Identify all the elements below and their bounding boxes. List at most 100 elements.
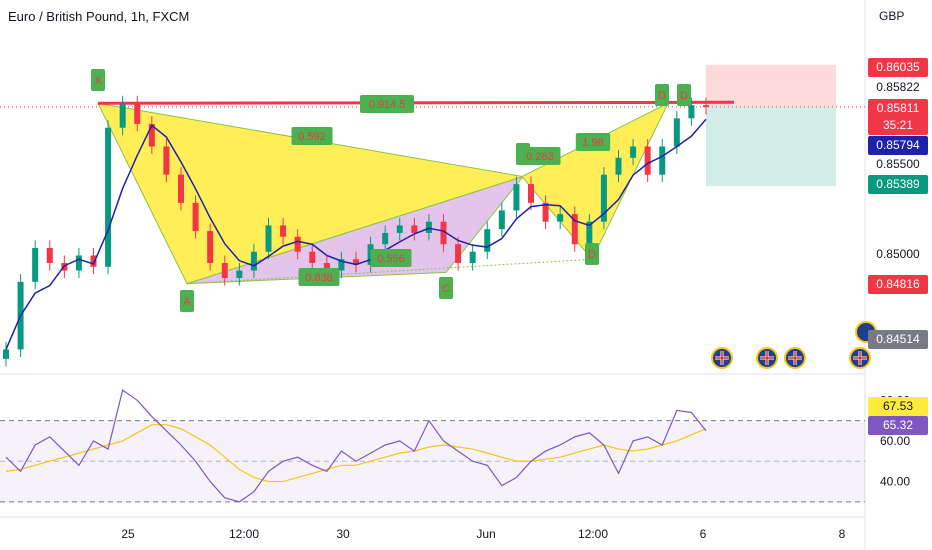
price-axis-label: 0.85389 bbox=[868, 175, 928, 194]
ratio-box bbox=[298, 268, 340, 286]
candle-body bbox=[557, 214, 564, 222]
pattern-point-box bbox=[439, 277, 453, 299]
rsi-value-label: 67.53 bbox=[868, 397, 928, 416]
price-axis-label: 0.85500 bbox=[868, 155, 928, 174]
rsi-line bbox=[5, 389, 707, 503]
pattern-bcd-triangle bbox=[521, 102, 670, 261]
candle-body bbox=[455, 244, 462, 264]
rsi-tick-label: 40.00 bbox=[880, 475, 910, 489]
price-axis-label: 0.86035 bbox=[868, 58, 928, 77]
candle-body bbox=[440, 221, 447, 245]
pattern-point-label: D bbox=[588, 249, 596, 261]
candle-body bbox=[236, 270, 243, 279]
candle-body bbox=[382, 232, 389, 245]
pattern-point-label: A bbox=[183, 296, 191, 308]
pattern-point-box bbox=[677, 84, 691, 106]
candle-body bbox=[192, 202, 199, 232]
resistance-line bbox=[97, 100, 735, 105]
time-tick-label: 12:00 bbox=[578, 527, 608, 541]
ratio-label: 0.263 bbox=[526, 151, 554, 163]
moving-average-line bbox=[5, 118, 707, 350]
candle-body bbox=[32, 247, 39, 282]
price-axis-label: 0.85822 bbox=[868, 78, 928, 97]
candle-body bbox=[250, 251, 257, 271]
pattern-point-box bbox=[91, 69, 105, 91]
candle-body bbox=[46, 247, 53, 264]
rsi-ma-line bbox=[5, 424, 707, 483]
ratio-box bbox=[575, 133, 611, 151]
candle-body bbox=[294, 236, 301, 252]
price-axis-label: 0.85794 bbox=[868, 136, 928, 155]
candle-body bbox=[353, 259, 359, 265]
chart-title: Euro / British Pound, 1h, FXCM bbox=[8, 9, 190, 24]
candle-body bbox=[615, 157, 622, 175]
ratio-label: 0.838 bbox=[305, 272, 333, 284]
time-tick-label: 25 bbox=[121, 527, 135, 541]
candle-body bbox=[469, 251, 476, 264]
candle-body bbox=[148, 123, 155, 147]
candle-body bbox=[644, 146, 651, 175]
ratio-label: 0.556 bbox=[377, 253, 405, 265]
candle-body bbox=[659, 146, 666, 175]
pattern-point-label: X bbox=[94, 75, 102, 87]
candle-body bbox=[75, 255, 82, 271]
candle-body bbox=[221, 263, 228, 279]
candle-body bbox=[542, 202, 549, 222]
price-axis-label: 0.84816 bbox=[868, 275, 928, 294]
ratio-box bbox=[370, 249, 412, 267]
candle-body bbox=[688, 105, 695, 119]
ratio-box bbox=[359, 95, 415, 113]
candle-body bbox=[586, 221, 593, 245]
candle-body bbox=[309, 251, 316, 264]
pattern-point-box bbox=[585, 243, 599, 265]
time-tick-label: 6 bbox=[700, 527, 707, 541]
candle-body bbox=[484, 229, 491, 252]
time-tick-label: 30 bbox=[336, 527, 350, 541]
time-tick-label: Jun bbox=[476, 527, 495, 541]
candle-body bbox=[571, 214, 578, 245]
pattern-point-label: D bbox=[658, 90, 666, 102]
price-axis-label: 0.85000 bbox=[868, 245, 928, 264]
ratio-box bbox=[519, 147, 561, 165]
time-tick-label: 8 bbox=[839, 527, 846, 541]
ratio-label: 0.914.5 bbox=[369, 99, 406, 111]
candle-body bbox=[265, 225, 272, 252]
pattern-point-box bbox=[655, 84, 669, 106]
candle-body bbox=[105, 127, 112, 267]
candle-body bbox=[280, 225, 287, 237]
candle-body bbox=[528, 184, 534, 203]
candle-body bbox=[134, 103, 141, 124]
candle-body bbox=[513, 184, 520, 211]
candle-body bbox=[178, 174, 184, 203]
candle-body bbox=[703, 105, 709, 108]
candle-body bbox=[411, 225, 418, 233]
price-axis-label: 0.84514 bbox=[868, 330, 928, 349]
ratio-label: 0.592 bbox=[298, 131, 326, 143]
candle-body bbox=[600, 174, 607, 222]
pattern-point-label: C bbox=[442, 283, 450, 295]
candle-body bbox=[498, 210, 505, 230]
candle-body bbox=[673, 118, 680, 147]
pattern-point-box bbox=[180, 290, 194, 312]
candle-body bbox=[207, 231, 214, 264]
candle-body bbox=[630, 146, 637, 158]
candle-body bbox=[396, 225, 403, 233]
currency-label: GBP bbox=[879, 9, 905, 23]
price-axis-label: 0.85811 bbox=[868, 99, 928, 118]
pattern-point-label: D bbox=[680, 90, 688, 102]
candle-body bbox=[425, 221, 432, 233]
candle-body bbox=[90, 255, 97, 267]
price-axis-label: 35:21 bbox=[868, 116, 928, 135]
candle-body bbox=[163, 146, 170, 175]
rsi-tick-label: 60.00 bbox=[880, 434, 910, 448]
candle-body bbox=[3, 349, 9, 359]
stop-loss-zone bbox=[706, 64, 836, 107]
candle-body bbox=[119, 103, 126, 128]
ratio-label: 1.98 bbox=[582, 137, 603, 149]
ratio-box bbox=[291, 127, 333, 145]
candle-body bbox=[323, 263, 330, 271]
time-tick-label: 12:00 bbox=[229, 527, 259, 541]
take-profit-zone bbox=[706, 106, 836, 187]
candle-body bbox=[338, 259, 345, 271]
